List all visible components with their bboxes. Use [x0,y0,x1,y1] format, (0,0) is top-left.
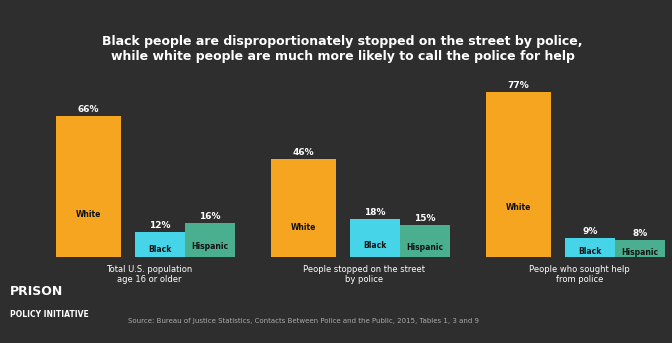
Text: POLICY INITIATIVE: POLICY INITIATIVE [10,310,89,319]
Bar [615,240,665,257]
Text: 46%: 46% [292,148,314,157]
Bar [486,92,550,257]
Text: PRISON: PRISON [10,285,63,298]
Bar [185,223,235,257]
Text: Source: Bureau of Justice Statistics, Contacts Between Police and the Public, 20: Source: Bureau of Justice Statistics, Co… [128,318,478,324]
Text: Hispanic: Hispanic [407,243,444,252]
Text: White: White [505,203,531,212]
Text: 15%: 15% [415,214,436,223]
Text: White: White [75,210,101,219]
Text: People who sought help
from police: People who sought help from police [529,265,630,284]
Text: 77%: 77% [507,82,530,91]
Bar [135,232,185,257]
Text: Black: Black [579,247,601,256]
Text: 12%: 12% [149,221,171,230]
Bar [565,238,615,257]
Text: Black people are disproportionately stopped on the street by police,
while white: Black people are disproportionately stop… [102,35,583,63]
Text: Total U.S. population
age 16 or older: Total U.S. population age 16 or older [106,265,192,284]
Text: 16%: 16% [200,212,221,221]
Text: 18%: 18% [364,208,386,217]
Bar [400,225,450,257]
Text: Black: Black [149,245,171,254]
Text: 9%: 9% [583,227,597,236]
Text: 66%: 66% [77,105,99,114]
Bar [271,158,335,257]
Bar [350,219,400,257]
Bar [56,116,120,257]
Text: Hispanic: Hispanic [622,248,659,257]
Text: Black: Black [364,241,386,250]
Text: White: White [290,223,316,232]
Text: People stopped on the street
by police: People stopped on the street by police [303,265,425,284]
Text: Hispanic: Hispanic [192,243,228,251]
Text: 8%: 8% [632,229,648,238]
